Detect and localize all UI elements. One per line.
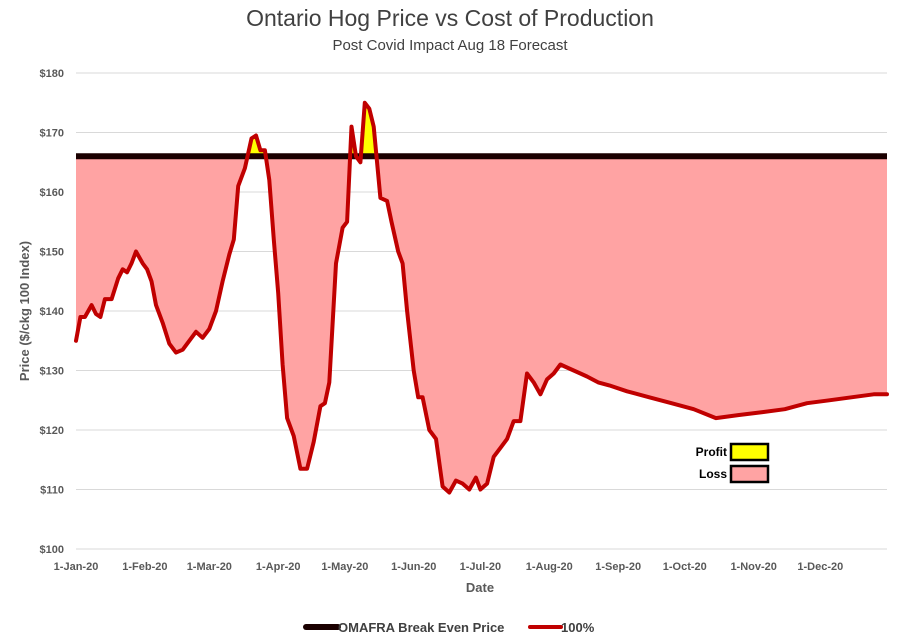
key-label: Profit	[696, 445, 727, 459]
x-tick-label: 1-Feb-20	[122, 561, 167, 573]
chart-title: Ontario Hog Price vs Cost of Production	[246, 5, 654, 31]
x-tick-label: 1-Oct-20	[663, 561, 707, 573]
key-swatch	[729, 442, 770, 462]
hog-price-line	[74, 100, 889, 495]
legend-label: OMAFRA Break Even Price	[338, 620, 504, 635]
y-tick-label: $170	[40, 128, 64, 140]
x-axis-ticks: 1-Jan-20 1-Feb-20 1-Mar-20 1-Apr-20 1-May-20…	[54, 561, 844, 573]
x-tick-label: 1-Jun-20	[391, 561, 436, 573]
x-tick-label: 1-Jan-20	[54, 561, 99, 573]
y-axis-title: Price ($/ckg 100 Index)	[17, 241, 32, 381]
x-tick-label: 1-Jul-20	[460, 561, 502, 573]
series-lines	[74, 100, 889, 495]
profit-loss-key: Profit Loss	[696, 442, 770, 484]
loss-area	[76, 156, 887, 493]
chart-subtitle: Post Covid Impact Aug 18 Forecast	[332, 37, 568, 54]
x-tick-label: 1-Nov-20	[730, 561, 776, 573]
y-tick-label: $120	[40, 425, 64, 437]
x-axis-title: Date	[466, 580, 494, 595]
y-tick-label: $130	[40, 366, 64, 378]
x-tick-label: 1-Aug-20	[526, 561, 573, 573]
chart-legend: OMAFRA Break Even Price 100%	[303, 620, 595, 635]
y-tick-label: $110	[40, 485, 64, 497]
y-tick-label: $150	[40, 247, 64, 259]
key-label: Loss	[699, 467, 727, 481]
y-tick-label: $140	[40, 306, 64, 318]
x-tick-label: 1-Dec-20	[797, 561, 843, 573]
key-swatch	[729, 464, 770, 484]
y-tick-label: $160	[40, 187, 64, 199]
x-tick-label: 1-May-20	[321, 561, 368, 573]
profit-loss-fills	[76, 102, 887, 493]
x-tick-label: 1-Apr-20	[256, 561, 301, 573]
y-axis-ticks: $100 $110 $120 $130 $140 $150 $160 $170 $180	[40, 68, 64, 556]
y-tick-label: $180	[40, 68, 64, 80]
x-tick-label: 1-Sep-20	[595, 561, 641, 573]
x-tick-label: 1-Mar-20	[187, 561, 232, 573]
y-tick-label: $100	[40, 544, 64, 556]
legend-label: 100%	[561, 620, 595, 635]
